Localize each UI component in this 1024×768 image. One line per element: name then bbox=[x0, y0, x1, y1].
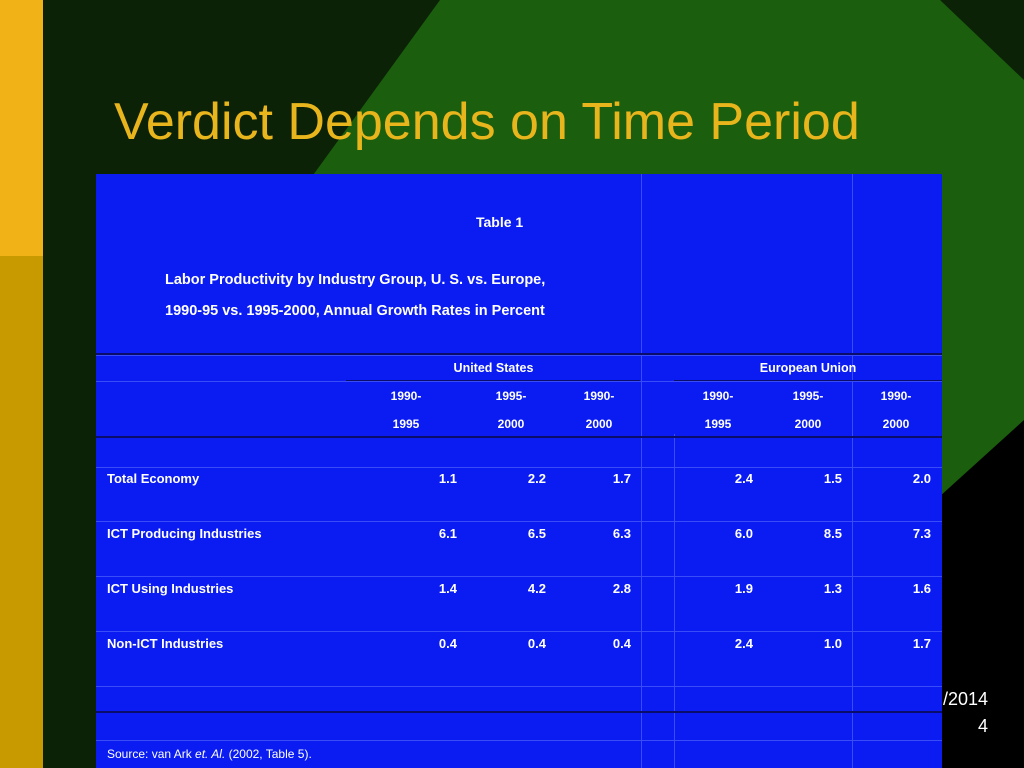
period-header-bottom: 2000 bbox=[585, 417, 613, 431]
table-cell: 7.3 bbox=[912, 526, 931, 541]
table-cell: 1.4 bbox=[438, 581, 457, 596]
footer-date: /2014 bbox=[942, 689, 988, 709]
table-subtitle-line2: 1990-95 vs. 1995-2000, Annual Growth Rat… bbox=[165, 303, 545, 319]
grid-line bbox=[96, 631, 942, 632]
grid-line bbox=[96, 381, 942, 382]
table-cell: 8.5 bbox=[823, 526, 842, 541]
table-cell: 6.0 bbox=[734, 526, 753, 541]
table-cell: 6.1 bbox=[438, 526, 457, 541]
table-cell: 1.5 bbox=[823, 471, 842, 486]
grid-line bbox=[96, 355, 942, 356]
table-cell: 6.3 bbox=[612, 526, 631, 541]
period-header-top: 1990- bbox=[880, 389, 912, 403]
period-header-top: 1990- bbox=[390, 389, 422, 403]
period-header-bottom: 1995 bbox=[704, 417, 732, 431]
table-cell: 1.1 bbox=[438, 471, 457, 486]
period-header-top: 1995- bbox=[495, 389, 527, 403]
table-cell: 2.4 bbox=[734, 636, 753, 651]
grid-line bbox=[96, 521, 942, 522]
source-suffix: (2002, Table 5). bbox=[225, 747, 312, 761]
row-label-total-economy: Total Economy bbox=[107, 471, 200, 486]
table-cell: 0.4 bbox=[527, 636, 546, 651]
grid-line bbox=[96, 576, 942, 577]
table-cell: 1.7 bbox=[612, 471, 631, 486]
table-cell: 0.4 bbox=[438, 636, 457, 651]
rule bbox=[96, 436, 942, 438]
period-header-top: 1995- bbox=[792, 389, 824, 403]
productivity-table: Table 1 Labor Productivity by Industry G… bbox=[96, 174, 942, 768]
rule bbox=[96, 353, 942, 355]
grid-line bbox=[641, 174, 642, 768]
table-cell: 1.7 bbox=[912, 636, 931, 651]
table-cell: 4.2 bbox=[527, 581, 546, 596]
period-header-top: 1990- bbox=[583, 389, 615, 403]
table-subtitle-line1: Labor Productivity by Industry Group, U.… bbox=[165, 272, 546, 288]
group-header-us: United States bbox=[453, 361, 534, 375]
row-label-ict-producing: ICT Producing Industries bbox=[107, 526, 262, 541]
grid-line bbox=[674, 434, 675, 768]
slide-title: Verdict Depends on Time Period bbox=[114, 93, 860, 151]
period-header-bottom: 2000 bbox=[882, 417, 910, 431]
table-cell: 2.2 bbox=[527, 471, 546, 486]
table-source: Source: van Ark et. Al. (2002, Table 5). bbox=[107, 747, 312, 761]
grid-line bbox=[96, 686, 942, 687]
gold-bar-top bbox=[0, 0, 43, 256]
source-prefix: Source: van Ark bbox=[107, 747, 196, 761]
rule-us bbox=[346, 380, 640, 381]
rule bbox=[96, 711, 942, 713]
table-cell: 0.4 bbox=[612, 636, 631, 651]
period-header-bottom: 2000 bbox=[497, 417, 525, 431]
period-header-top: 1990- bbox=[702, 389, 734, 403]
grid-line bbox=[852, 174, 853, 768]
table-cell: 1.6 bbox=[912, 581, 931, 596]
rule-eu bbox=[674, 380, 942, 381]
group-header-eu: European Union bbox=[759, 361, 857, 375]
grid-line bbox=[96, 467, 942, 468]
period-header-bottom: 2000 bbox=[794, 417, 822, 431]
table-cell: 1.3 bbox=[823, 581, 842, 596]
source-italic: et. Al. bbox=[195, 747, 226, 761]
table-caption: Table 1 bbox=[476, 214, 524, 230]
table-cell: 1.9 bbox=[734, 581, 753, 596]
row-label-non-ict: Non-ICT Industries bbox=[107, 636, 224, 651]
table-cell: 6.5 bbox=[527, 526, 546, 541]
table-cell: 2.8 bbox=[612, 581, 631, 596]
table-cell: 1.0 bbox=[823, 636, 842, 651]
row-label-ict-using: ICT Using Industries bbox=[107, 581, 234, 596]
table-cell: 2.4 bbox=[734, 471, 753, 486]
grid-line bbox=[96, 740, 942, 741]
gold-bar-bottom bbox=[0, 256, 43, 768]
period-header-bottom: 1995 bbox=[392, 417, 420, 431]
table-cell: 2.0 bbox=[912, 471, 931, 486]
slide-number: 4 bbox=[977, 716, 988, 736]
